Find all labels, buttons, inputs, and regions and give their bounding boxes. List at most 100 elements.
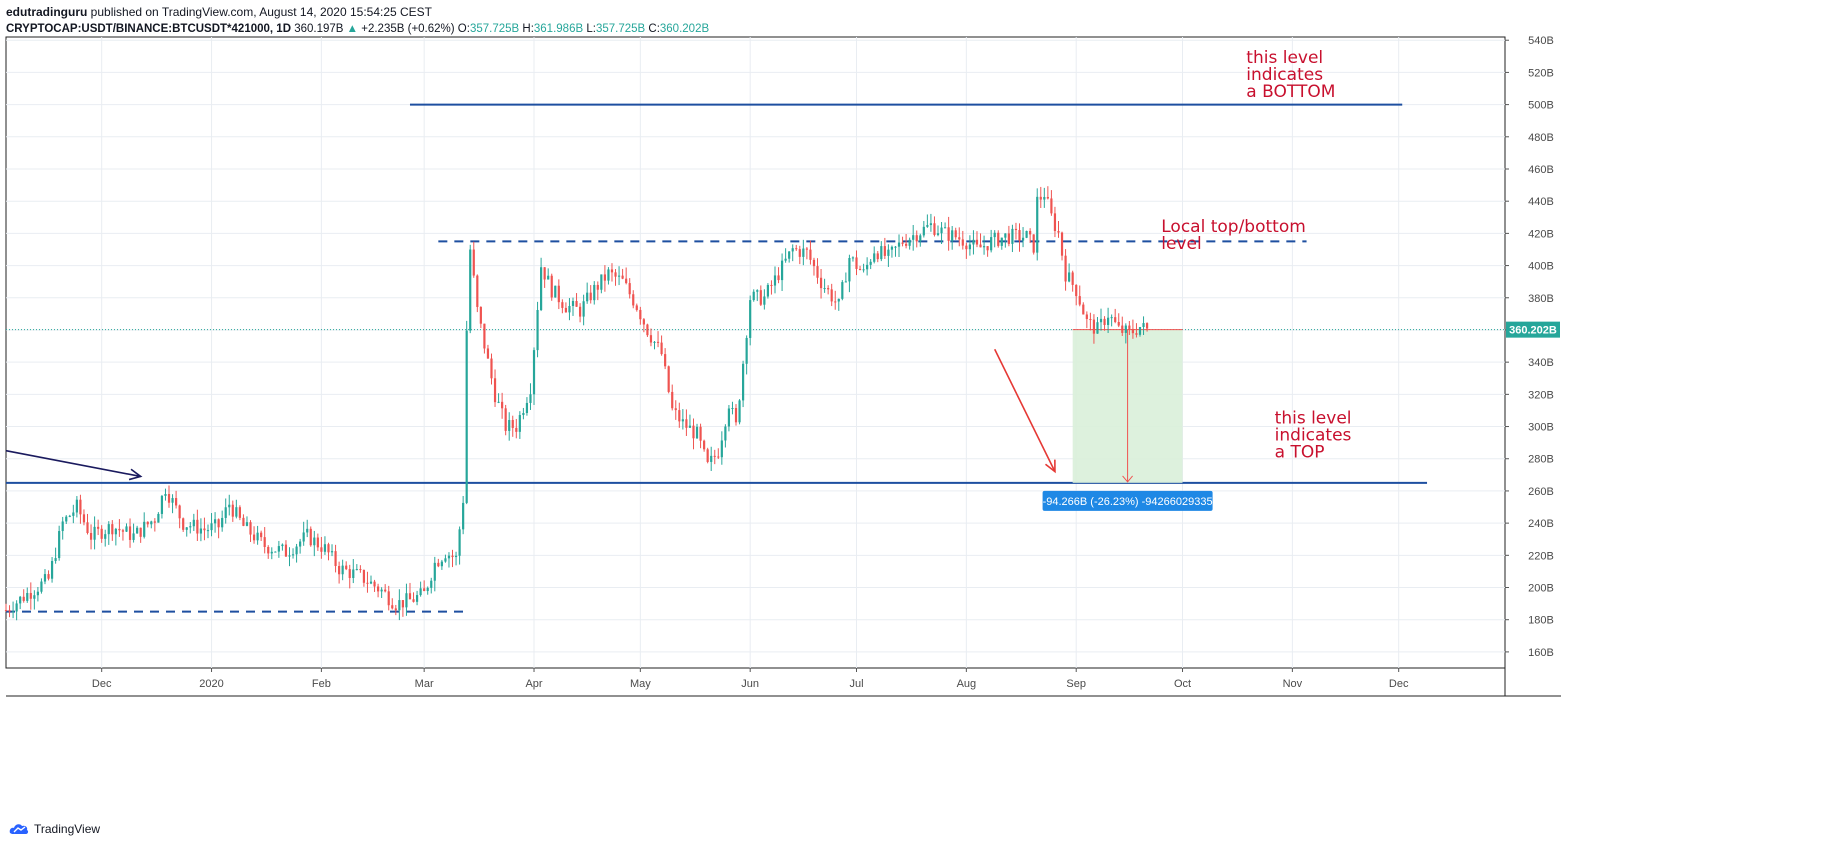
candle-body	[274, 551, 277, 553]
annotation-line: Local top/bottom	[1161, 217, 1306, 237]
candle-body	[518, 415, 521, 432]
candle-body	[759, 290, 762, 305]
candle-body	[784, 258, 787, 261]
candle-body	[571, 301, 575, 306]
plot-frame	[5, 36, 1506, 669]
candle-body	[922, 226, 925, 236]
annotation-text[interactable]: this level indicates a TOP	[1275, 408, 1352, 462]
candle-body	[940, 227, 943, 234]
candle-body	[678, 410, 681, 422]
candle-body	[671, 391, 674, 409]
candle-body	[203, 528, 206, 531]
drawn-arrows[interactable]	[5, 348, 1056, 481]
measurement-label-box[interactable]	[1042, 490, 1213, 511]
candle-body	[306, 528, 309, 533]
candle-body	[479, 306, 482, 324]
x-tick-label: May	[630, 678, 651, 690]
text-annotations[interactable]: this level indicates a BOTTOM Local top/bot…	[1161, 48, 1351, 463]
annotation-text[interactable]: this level indicates a BOTTOM	[1246, 48, 1335, 102]
candle-body	[649, 335, 653, 343]
candle-body	[398, 600, 401, 611]
candle-body	[100, 528, 103, 539]
candle-body	[465, 330, 468, 503]
candle-body	[532, 350, 536, 395]
footer-brand[interactable]: TradingView	[34, 822, 101, 836]
candle-body	[192, 519, 195, 527]
candle-body	[1021, 237, 1025, 241]
candle-body	[600, 274, 603, 290]
candle-body	[554, 285, 557, 298]
candle-body	[486, 348, 490, 359]
candle-body	[607, 269, 610, 281]
drawn-arrow[interactable]	[5, 449, 141, 478]
candle-body	[384, 589, 387, 592]
y-tick-label: 220B	[1528, 550, 1554, 562]
candle-body	[625, 278, 628, 284]
candle-body	[284, 544, 288, 557]
candle-body	[777, 275, 780, 281]
candle-body	[217, 519, 220, 528]
candle-body	[1036, 196, 1039, 253]
drawn-levels[interactable]	[6, 103, 1505, 613]
current-price-tag[interactable]	[1506, 321, 1560, 338]
x-tick-label: Mar	[415, 678, 434, 690]
candle-body	[912, 235, 915, 240]
candle-body	[632, 294, 635, 306]
candle-body	[54, 558, 57, 561]
candle-body	[490, 358, 493, 379]
candle-body	[29, 592, 32, 599]
candle-body	[288, 555, 291, 557]
high-value: 361.986B	[533, 23, 584, 35]
candle-body	[639, 309, 642, 320]
candle-body	[890, 246, 894, 250]
candle-body	[741, 363, 745, 401]
candle-body	[210, 523, 213, 531]
candle-body	[26, 592, 29, 601]
candle-body	[281, 544, 284, 547]
candle-body	[408, 593, 412, 600]
candle-body	[1089, 319, 1092, 321]
candle-body	[430, 580, 433, 588]
candle-body	[841, 282, 844, 299]
annotation-text[interactable]: Local top/bottom level	[1161, 217, 1306, 254]
target-zone[interactable]: -94.266B (-26.23%) -94266029335	[1042, 329, 1213, 511]
candle-body	[681, 419, 684, 422]
candle-body	[40, 581, 43, 592]
candle-body	[82, 514, 86, 523]
candle-body	[582, 301, 585, 317]
candle-body	[4, 610, 8, 612]
candle-body	[951, 230, 954, 241]
symbol-name[interactable]: CRYPTOCAP:USDT/BINANCE:BTCUSDT*421000, 1…	[6, 23, 291, 35]
author-name[interactable]: edutradinguru	[6, 5, 88, 19]
candle-body	[1004, 233, 1007, 238]
axes[interactable]: 160B 180B 200B 220B 240B 260B 280B 300B 320B 340B…	[92, 35, 1560, 690]
candle-body	[685, 419, 688, 428]
candle-body	[19, 596, 22, 604]
drawn-arrow[interactable]	[993, 348, 1056, 472]
candle-body	[504, 408, 507, 431]
candle-body	[125, 526, 128, 532]
candle-body	[224, 507, 227, 518]
last-price: 360.197B	[294, 23, 344, 35]
candle-body	[175, 498, 178, 506]
y-tick-label: 420B	[1528, 228, 1554, 240]
candle-body	[1135, 333, 1138, 335]
candle-body	[724, 426, 727, 441]
candle-body	[146, 521, 149, 525]
candle-body	[15, 603, 18, 612]
candle-body	[426, 587, 429, 592]
candle-body	[851, 257, 855, 259]
candle-body	[260, 532, 263, 538]
candle-body	[93, 526, 96, 540]
candle-body	[982, 246, 986, 248]
candle-body	[897, 242, 901, 247]
y-tick-label: 200B	[1528, 583, 1554, 595]
current-price-label: 360.202B	[1509, 325, 1557, 337]
candle-body	[731, 408, 734, 410]
candle-body	[876, 253, 879, 260]
candle-body	[369, 581, 373, 584]
candle-body	[752, 291, 755, 301]
candle-body	[263, 537, 266, 547]
candle-body	[1078, 296, 1081, 305]
